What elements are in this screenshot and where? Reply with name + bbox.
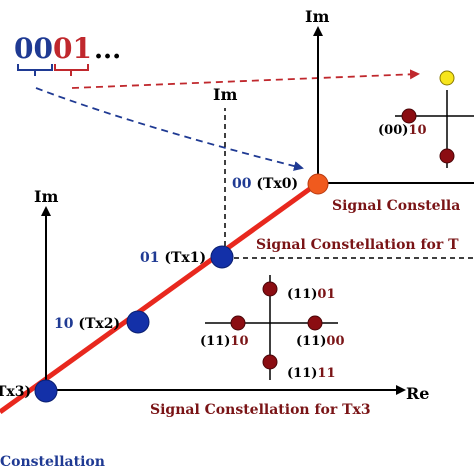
- constellation-tx3-point-right: [307, 315, 323, 331]
- im-axis-tx1-label: Im: [213, 85, 237, 104]
- constellation-tx3-label-11-11: (11)11: [287, 366, 336, 381]
- node-tx2: [126, 310, 150, 334]
- bit-sequence-blue: 00: [14, 32, 53, 65]
- re-axis-tx3-label: Re: [406, 384, 429, 403]
- bit-bracket-red: [54, 64, 89, 76]
- node-tx1-label: 01 (Tx1): [140, 250, 206, 266]
- node-tx2-label: 10 (Tx2): [54, 316, 120, 332]
- constellation-top-point-yellow: [439, 70, 455, 86]
- im-axis-tx3-label: Im: [34, 187, 58, 206]
- constellation-top-caption: Signal Constella: [332, 198, 460, 214]
- constellation-tx3-caption: Signal Constellation for Tx3: [150, 402, 371, 418]
- node-tx0: [307, 173, 329, 195]
- node-tx3-label: Tx3): [0, 384, 31, 400]
- constellation-tx3-label-11-00: (11)00: [296, 334, 345, 349]
- bit-bracket-blue: [17, 64, 53, 76]
- dashed-arrow-blue: [35, 87, 304, 171]
- constellation-top-point-bottom: [439, 148, 455, 164]
- constellation-tx3-point-bottom: [262, 354, 278, 370]
- constellation-tx1-caption: Signal Constellation for T: [256, 237, 459, 253]
- constellation-tx3-point-top: [262, 281, 278, 297]
- dashed-arrow-red: [71, 69, 420, 89]
- constellation-tx3-label-11-01: (11)01: [287, 287, 336, 302]
- node-tx3: [34, 379, 58, 403]
- node-tx1: [210, 245, 234, 269]
- constellation-top-label-00-10: (00)10: [378, 123, 427, 138]
- diagonal-line: [0, 180, 320, 415]
- bit-sequence-red: 01: [53, 32, 92, 65]
- constellation-top-point-left: [401, 108, 417, 124]
- constellation-tx3-label-11-10: (11)10: [200, 334, 249, 349]
- bit-sequence-ellipsis: ...: [94, 35, 121, 65]
- constellation-tx3-point-left: [230, 315, 246, 331]
- bottom-left-caption: Constellation: [0, 454, 105, 470]
- node-tx0-label: 00 (Tx0): [232, 176, 298, 192]
- im-axis-tx0-label: Im: [305, 7, 329, 26]
